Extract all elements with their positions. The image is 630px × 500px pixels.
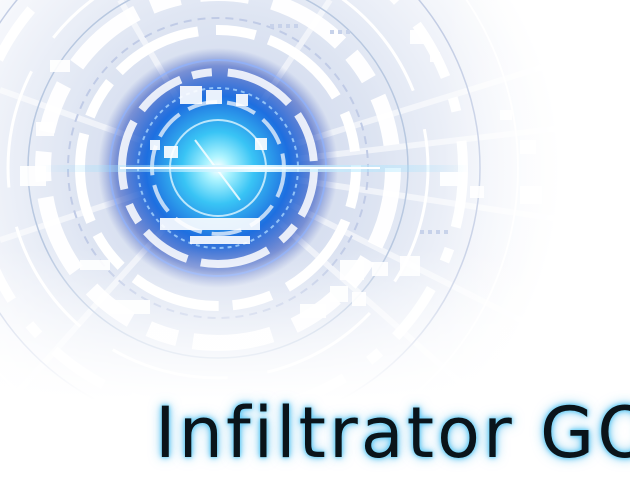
app-title: Infiltrator GO xyxy=(155,392,630,474)
cyber-eye-artwork xyxy=(0,0,630,400)
